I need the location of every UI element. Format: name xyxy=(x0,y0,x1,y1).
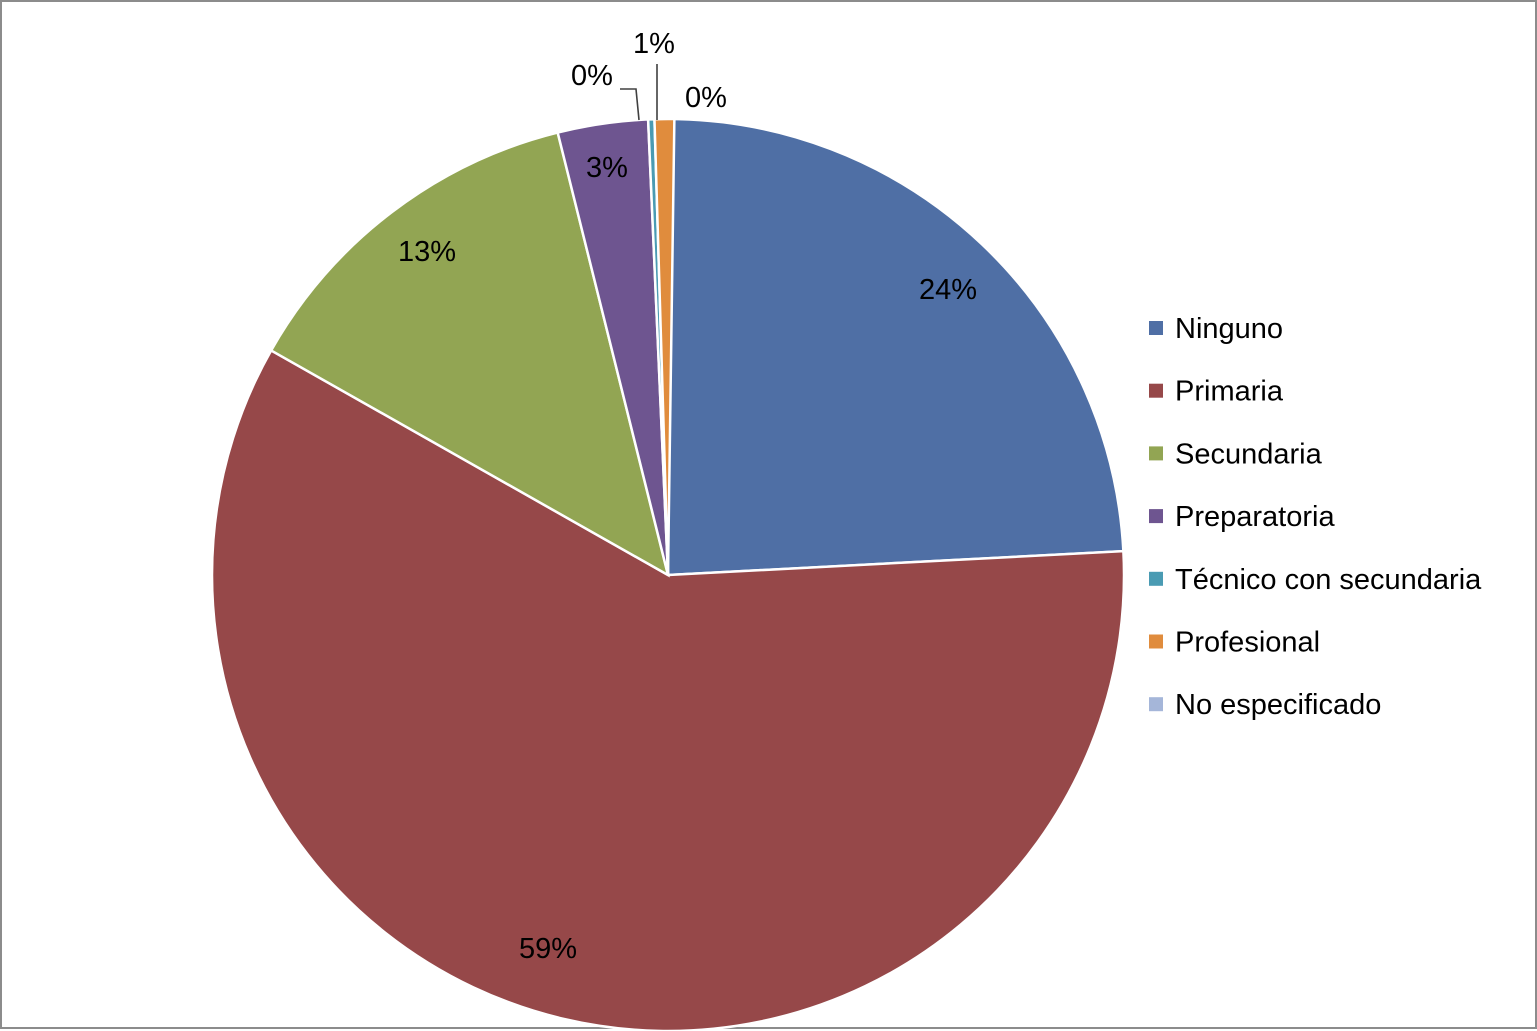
legend-item-secundaria: Secundaria xyxy=(1149,438,1323,470)
slice-ninguno xyxy=(666,117,1125,577)
data-label-no-especificado: 0% xyxy=(685,82,727,114)
legend-label-secundaria: Secundaria xyxy=(1175,438,1323,470)
leader-line-tecnico-con-secundaria xyxy=(620,88,640,121)
data-label-preparatoria: 3% xyxy=(586,152,628,184)
data-label-profesional: 1% xyxy=(633,28,675,60)
pie-slices xyxy=(210,117,1126,1031)
legend: Ninguno Primaria Secundaria Preparatoria Téc… xyxy=(1149,313,1482,721)
data-label-tecnico-con-secundaria: 0% xyxy=(571,60,613,92)
legend-item-tecnico-con-secundaria: Técnico con secundaria xyxy=(1149,564,1482,596)
legend-label-primaria: Primaria xyxy=(1175,376,1284,408)
slice-profesional xyxy=(653,117,676,576)
legend-swatch-preparatoria xyxy=(1149,509,1163,524)
legend-item-no-especificado: No especificado xyxy=(1149,689,1381,721)
legend-label-no-especificado: No especificado xyxy=(1175,689,1381,721)
legend-label-profesional: Profesional xyxy=(1175,627,1320,659)
legend-swatch-primaria xyxy=(1149,383,1163,398)
data-labels: 24% 59% 13% 3% 0% 1% 0% xyxy=(398,28,977,965)
data-label-primaria: 59% xyxy=(519,933,577,965)
leader-lines xyxy=(620,64,658,121)
legend-item-primaria: Primaria xyxy=(1149,376,1284,408)
data-label-ninguno: 24% xyxy=(919,274,977,306)
legend-item-preparatoria: Preparatoria xyxy=(1149,501,1335,533)
legend-swatch-secundaria xyxy=(1149,446,1163,461)
legend-swatch-no-especificado xyxy=(1149,697,1163,712)
legend-item-profesional: Profesional xyxy=(1149,627,1320,659)
legend-item-ninguno: Ninguno xyxy=(1149,313,1283,345)
data-label-secundaria: 13% xyxy=(398,236,456,268)
legend-label-preparatoria: Preparatoria xyxy=(1175,501,1335,533)
legend-label-tecnico-con-secundaria: Técnico con secundaria xyxy=(1175,564,1482,596)
legend-swatch-tecnico-con-secundaria xyxy=(1149,571,1163,586)
slice-secundaria xyxy=(269,131,670,578)
slice-primaria xyxy=(210,348,1126,1031)
legend-label-ninguno: Ninguno xyxy=(1175,313,1283,345)
legend-swatch-profesional xyxy=(1149,634,1163,649)
legend-swatch-ninguno xyxy=(1149,321,1163,335)
